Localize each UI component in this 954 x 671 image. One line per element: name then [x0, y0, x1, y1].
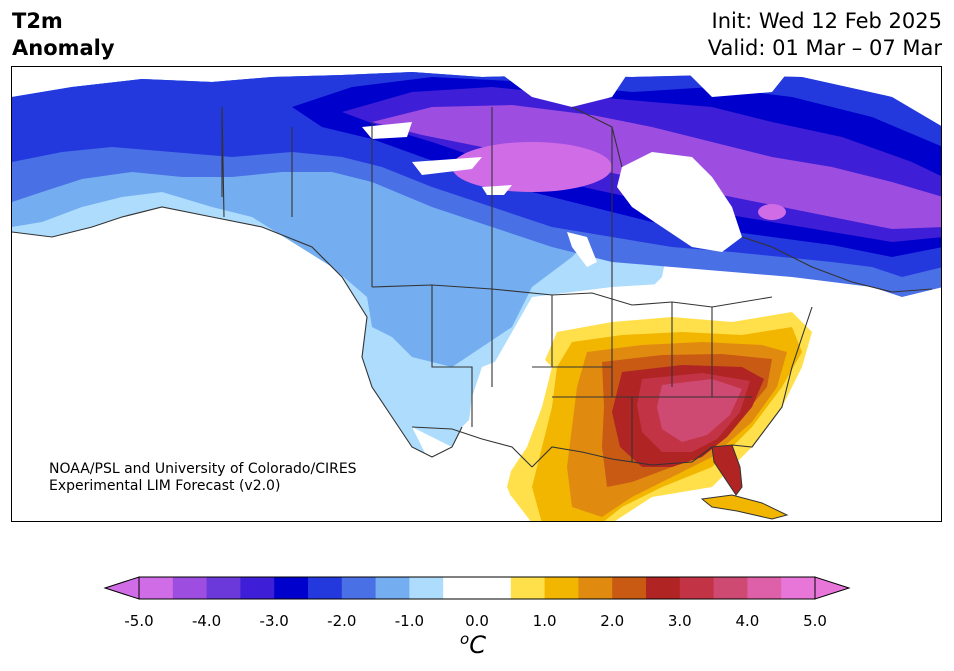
magenta-core — [452, 142, 612, 192]
canada-provinces — [221, 107, 613, 305]
colorbar-tick-label: 3.0 — [667, 612, 692, 630]
init-date: Init: Wed 12 Feb 2025 — [711, 9, 942, 33]
valid-period: Valid: 01 Mar – 07 Mar — [707, 36, 942, 60]
colorbar-cell — [477, 577, 512, 599]
colorbar-unit: oC — [460, 630, 486, 659]
colorbar-cell — [578, 577, 613, 599]
magenta-core-east — [758, 204, 786, 220]
cuba — [700, 494, 789, 520]
map-canvas — [12, 67, 941, 521]
colorbar-tick-label: 2.0 — [600, 612, 625, 630]
colorbar-outline — [138, 576, 816, 600]
arctic-water — [492, 67, 792, 107]
colorbar-tick-label: -5.0 — [124, 612, 154, 630]
pink-region — [657, 379, 742, 442]
mexico — [412, 427, 531, 521]
colorbar-cell — [646, 577, 681, 599]
degree-symbol: o — [460, 630, 470, 648]
colorbar — [103, 576, 851, 600]
alaska-border — [221, 106, 225, 218]
colorbar-cell — [274, 577, 309, 599]
colorbar-cell — [172, 577, 208, 599]
colorbar-tick-label: 4.0 — [735, 612, 760, 630]
forecast-dates: Init: Wed 12 Feb 2025 Valid: 01 Mar – 07… — [708, 8, 942, 62]
colorbar-low-extension — [103, 576, 140, 600]
southwest-neutral — [467, 347, 552, 477]
colorbar-cell — [747, 577, 782, 599]
colorbar-cell — [510, 577, 546, 599]
colorbar-tick-label: -4.0 — [191, 612, 222, 630]
coastline-west — [12, 206, 463, 458]
gulf-coast — [531, 446, 713, 468]
colorbar-cell — [443, 577, 478, 599]
colorbar-cell — [409, 577, 444, 599]
us-mexico-border — [411, 426, 533, 468]
anomaly-map — [11, 66, 942, 522]
credit-text: NOAA/PSL and University of Colorado/CIRE… — [49, 461, 357, 495]
colorbar-tick-label: 1.0 — [532, 612, 557, 630]
florida — [711, 444, 743, 496]
colorbar-tick-label: 0.0 — [465, 612, 489, 630]
colorbar-tick-label: -3.0 — [259, 612, 289, 630]
colorbar-cell — [375, 577, 410, 599]
great-lakes — [362, 122, 597, 267]
credit-line2: Experimental LIM Forecast (v2.0) — [49, 478, 281, 494]
colorbar-cell — [240, 577, 275, 599]
colorbar-high-extension — [814, 576, 851, 600]
state-lines — [431, 285, 752, 462]
title-variable: T2m — [12, 9, 63, 33]
colorbar-tick-label: -1.0 — [394, 612, 425, 630]
colorbar-cell — [139, 577, 174, 599]
colorbar-tick-label: -2.0 — [327, 612, 357, 630]
colorbar-cell — [341, 577, 377, 599]
hudson-bay — [617, 152, 742, 252]
colorbar-cell — [781, 577, 816, 599]
us-canada-border — [371, 284, 773, 308]
colorbar-cell — [308, 577, 343, 599]
unit-letter: C — [469, 631, 486, 659]
colorbar-tick-label: 5.0 — [803, 612, 827, 630]
title-type: Anomaly — [12, 36, 115, 60]
colorbar-ticks: -5.0 -4.0 -3.0 -2.0 -1.0 0.0 1.0 2.0 3.0 4.0 5.0 — [0, 612, 954, 632]
colorbar-cell — [612, 577, 647, 599]
map-title: T2m Anomaly — [12, 8, 115, 62]
colorbar-cell — [544, 577, 579, 599]
colorbar-cell — [713, 577, 748, 599]
colorbar-cell — [679, 577, 715, 599]
credit-line1: NOAA/PSL and University of Colorado/CIRE… — [49, 461, 357, 477]
colorbar-cell — [206, 577, 241, 599]
